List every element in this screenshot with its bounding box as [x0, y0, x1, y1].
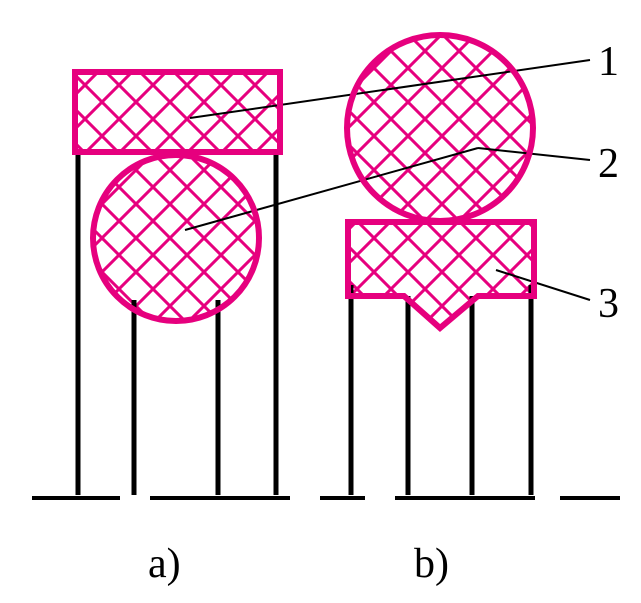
sub-label-b: b) — [414, 540, 449, 588]
callout-num-3: 3 — [598, 280, 619, 328]
callout-num-2: 2 — [598, 140, 619, 188]
callout-num-1: 1 — [598, 38, 619, 86]
hatch-a — [0, 0, 641, 603]
sub-label-a: a) — [148, 540, 181, 588]
diagram-svg — [0, 0, 641, 603]
